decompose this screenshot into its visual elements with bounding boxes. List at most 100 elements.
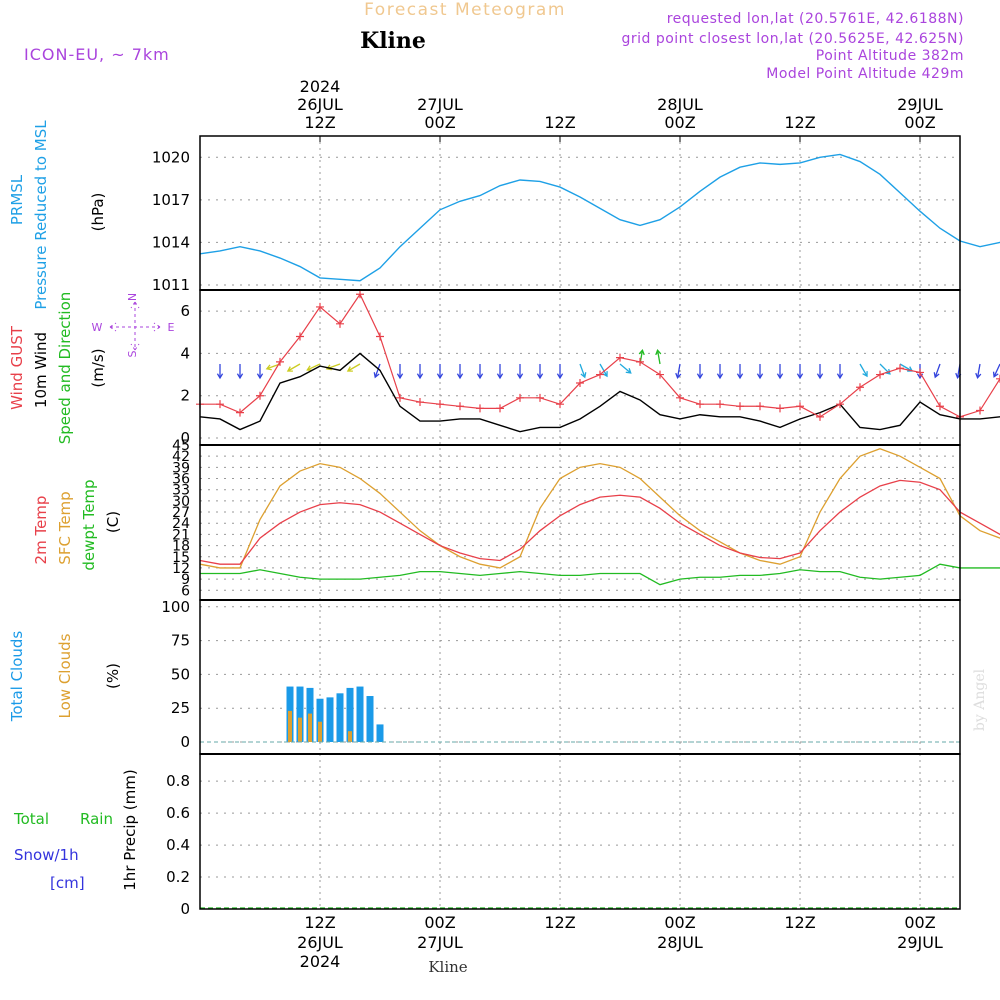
top-hour-label: 12Z <box>304 113 335 132</box>
ytick-label-precip: 0.2 <box>166 868 190 886</box>
wind-arrow-head <box>436 373 444 380</box>
wind-gust-point <box>456 402 464 411</box>
wind-gust-point <box>996 374 1000 383</box>
ytick-label-temperature: 27 <box>172 505 190 521</box>
ytick-label-pressure: 1014 <box>152 233 190 251</box>
wind-gust-point <box>656 370 664 379</box>
ytick-label-temperature: 6 <box>181 583 190 599</box>
wind-gust-point <box>776 404 784 413</box>
bottom-hour-label: 12Z <box>544 913 575 932</box>
top-hour-label: 12Z <box>544 113 575 132</box>
total-cloud-bar <box>376 724 384 742</box>
ytick-label-clouds: 25 <box>171 699 190 717</box>
grid-point-coords: grid point closest lon,lat (20.5625E, 42… <box>621 31 964 47</box>
wind-gust-point <box>976 406 984 415</box>
panel-frame-precip <box>199 753 961 910</box>
wind-gust-point <box>756 402 764 411</box>
low-cloud-bar <box>298 717 302 742</box>
wind-arrow-head <box>625 368 632 374</box>
wind-arrow-head <box>655 348 662 356</box>
bottom-hour-label: 00Z <box>664 913 695 932</box>
sfc-temp-line <box>199 448 1000 569</box>
wind-arrow-head <box>236 373 244 380</box>
wind-gust-point <box>496 404 504 413</box>
wind-direction-arrow <box>934 363 941 378</box>
location-title: Kline <box>360 28 426 54</box>
total-clouds-label: Total Clouds <box>8 631 26 723</box>
panel-frame-pressure <box>199 135 961 291</box>
wind-gust-point <box>836 400 844 409</box>
ytick-label-wind: 2 <box>180 387 190 405</box>
wind-gust-point <box>936 402 944 411</box>
ytick-label-temperature: 30 <box>172 494 190 510</box>
ytick-label-clouds: 0 <box>180 733 190 751</box>
bottom-hour-label: 12Z <box>304 913 335 932</box>
wind-arrow-head <box>675 372 682 380</box>
ytick-label-temperature: 12 <box>172 561 190 577</box>
bottom-day-label: 29JUL <box>897 933 943 952</box>
clouds-unit: (%) <box>104 663 122 689</box>
bottom-hour-label: 12Z <box>784 913 815 932</box>
ytick-label-temperature: 39 <box>172 460 190 476</box>
wind-arrow-head <box>256 373 264 380</box>
wind-gust-point <box>536 393 544 402</box>
wind-gust-point <box>616 353 624 362</box>
top-hour-label: 12Z <box>784 113 815 132</box>
wind-direction-arrow <box>374 363 381 378</box>
pressure-label: PRMSL <box>8 174 26 225</box>
compass-west: W <box>92 321 103 334</box>
wind-gust-point <box>596 370 604 379</box>
wind-arrow-head <box>638 348 645 356</box>
ytick-label-pressure: 1017 <box>152 191 190 209</box>
ytick-label-precip: 0.8 <box>166 772 190 790</box>
wind-arrow-head <box>602 371 608 378</box>
panel-frame-temperature <box>199 444 961 601</box>
wind-gust-point <box>696 400 704 409</box>
wind-arrow-head <box>862 371 868 378</box>
ytick-label-temperature: 9 <box>181 572 190 588</box>
total-cloud-bar <box>336 693 344 742</box>
wind-gust-point <box>876 370 884 379</box>
wind-direction-label: Speed and Direction <box>56 292 74 445</box>
snow-label: Snow/1h <box>14 846 79 864</box>
wind-gust-point <box>356 290 364 299</box>
ytick-label-temperature: 42 <box>172 449 190 465</box>
precip-unit: 1hr Precip (mm) <box>121 769 139 890</box>
wind-arrow-head <box>373 372 380 379</box>
wind-gust-point <box>636 357 644 366</box>
wind-arrow-head <box>580 372 587 379</box>
wind-gust-point <box>216 400 224 409</box>
wind-arrow-head <box>556 373 564 380</box>
wind-gust-point <box>716 400 724 409</box>
ytick-label-clouds: 75 <box>171 632 190 650</box>
top-day-label: 29JUL <box>897 95 943 114</box>
wind-gust-point <box>236 408 244 417</box>
rain-label: Rain <box>80 810 113 828</box>
wind-gust-point <box>256 391 264 400</box>
ytick-label-clouds: 100 <box>161 598 190 616</box>
ytick-label-wind: 6 <box>180 302 190 320</box>
wind-direction-arrow <box>656 350 661 365</box>
wind-direction-arrow <box>619 363 632 374</box>
wind-arrow-head <box>816 373 824 380</box>
total-cloud-bar <box>356 686 364 742</box>
t2m-label: 2m Temp <box>32 496 50 565</box>
wind-arrow-head <box>476 373 484 380</box>
wind-arrow-head <box>736 373 744 380</box>
wind-speed-line <box>199 352 1000 433</box>
top-hour-label: 00Z <box>904 113 935 132</box>
bottom-hour-label: 00Z <box>424 913 455 932</box>
wind-gust-point <box>436 400 444 409</box>
t2m-line <box>199 479 1000 565</box>
ytick-label-temperature: 36 <box>172 472 190 488</box>
ytick-label-precip: 0 <box>180 900 190 918</box>
chart-title: Forecast Meteogram <box>364 0 566 20</box>
wind-arrow-head <box>396 373 404 380</box>
ytick-label-clouds: 50 <box>171 665 190 683</box>
wind-arrow-head <box>265 364 272 371</box>
compass-north: N <box>126 293 139 301</box>
pressure-line <box>199 153 1000 282</box>
requested-coords: requested lon,lat (20.5761E, 42.6188N) <box>667 11 964 27</box>
watermark: by Angel <box>972 668 988 731</box>
